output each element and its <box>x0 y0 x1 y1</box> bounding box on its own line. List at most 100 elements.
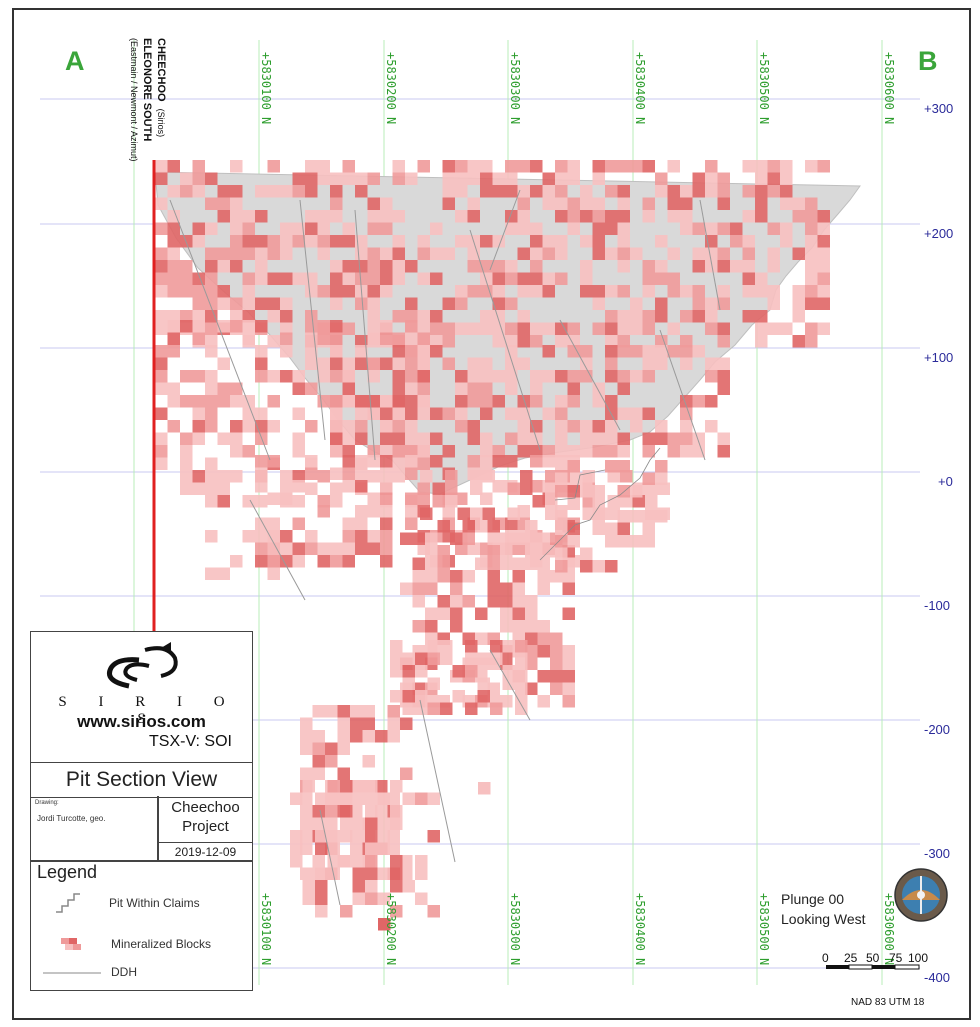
mineralized-block <box>392 395 405 408</box>
mineralized-block <box>242 407 255 420</box>
mineralized-block <box>330 407 343 420</box>
mineralized-block <box>592 485 605 498</box>
mineralized-block <box>617 197 630 210</box>
mineralized-block <box>525 557 538 570</box>
mineralized-block <box>317 160 330 173</box>
mineralized-block <box>230 185 243 198</box>
mineralized-block <box>280 530 293 543</box>
mineralized-block <box>655 420 668 433</box>
mineralized-block <box>605 357 618 370</box>
mineralized-block <box>400 717 413 730</box>
mineralized-block <box>330 332 343 345</box>
mineralized-block <box>390 640 403 653</box>
mineralized-block <box>242 285 255 298</box>
mineralized-block <box>192 297 205 310</box>
mineralized-block <box>455 395 468 408</box>
mineralized-block <box>392 420 405 433</box>
mineralized-block <box>717 247 730 260</box>
mineralized-block <box>517 407 530 420</box>
mineralized-block <box>330 197 343 210</box>
mineralized-block <box>542 185 555 198</box>
corner-label-a: A <box>65 46 85 76</box>
mineralized-block <box>482 470 495 483</box>
mineralized-block <box>655 172 668 185</box>
mineralized-block <box>242 310 255 323</box>
mineralized-block <box>500 545 513 558</box>
mineralized-block <box>420 507 433 520</box>
mineralized-block <box>692 285 705 298</box>
mineralized-block <box>205 272 218 285</box>
mineralized-block <box>617 535 630 548</box>
mineralized-block <box>442 185 455 198</box>
mineralized-block <box>205 297 218 310</box>
mineralized-block <box>367 505 380 518</box>
mineralized-block <box>550 682 563 695</box>
mineralized-block <box>378 918 391 931</box>
mineralized-block <box>380 320 393 333</box>
mineralized-block <box>742 185 755 198</box>
mineralized-block <box>550 657 563 670</box>
mineralized-block <box>567 210 580 223</box>
mineralized-block <box>655 335 668 348</box>
mineralized-block <box>267 310 280 323</box>
mineralized-block <box>242 222 255 235</box>
mineralized-block <box>305 235 318 248</box>
mineralized-block <box>717 432 730 445</box>
mineralized-block <box>367 272 380 285</box>
mineralized-block <box>342 160 355 173</box>
mineralized-block <box>505 322 518 335</box>
mineralized-block <box>530 370 543 383</box>
mineralized-block <box>342 260 355 273</box>
mineralized-block <box>155 322 168 335</box>
mineralized-block <box>642 357 655 370</box>
mineralized-block <box>327 780 340 793</box>
mineralized-block <box>205 197 218 210</box>
mineralized-block <box>440 702 453 715</box>
mineralized-block <box>530 222 543 235</box>
mineralized-block <box>392 260 405 273</box>
mineralized-block <box>442 357 455 370</box>
mineralized-block <box>817 260 830 273</box>
website-link[interactable]: www.sirios.com <box>77 712 206 731</box>
mineralized-block <box>180 320 193 333</box>
mineralized-block <box>705 310 718 323</box>
mineralized-block <box>537 620 550 633</box>
mineralized-block <box>755 210 768 223</box>
mineralized-block <box>482 507 495 520</box>
mineralized-block <box>430 432 443 445</box>
mineralized-block <box>192 320 205 333</box>
mineralized-block <box>392 357 405 370</box>
mineralized-block <box>205 222 218 235</box>
mineralized-block <box>402 792 415 805</box>
mineralized-block <box>417 272 430 285</box>
mineralized-block <box>480 160 493 173</box>
mineralized-block <box>280 322 293 335</box>
scale-bar: 0 25 50 75 100 <box>822 951 928 970</box>
mineralized-block <box>362 705 375 718</box>
mineralized-block <box>692 260 705 273</box>
mineralized-block <box>427 702 440 715</box>
mineralized-block <box>667 432 680 445</box>
mineralized-block <box>255 297 268 310</box>
mineralized-block <box>642 260 655 273</box>
mineralized-block <box>490 640 503 653</box>
mineralized-block <box>655 357 668 370</box>
mineralized-block <box>480 445 493 458</box>
mineralized-block <box>325 742 338 755</box>
northing-label: +5830400 N <box>633 893 647 965</box>
mineralized-block <box>592 172 605 185</box>
mineralized-block <box>680 285 693 298</box>
mineralized-block <box>325 705 338 718</box>
mineralized-block <box>805 235 818 248</box>
mineralized-block <box>292 445 305 458</box>
mineralized-block <box>642 285 655 298</box>
mineralized-block <box>717 260 730 273</box>
mineralized-block <box>592 420 605 433</box>
mineralized-block <box>340 817 353 830</box>
mineralized-block <box>292 407 305 420</box>
mineralized-block <box>355 432 368 445</box>
mineralized-block <box>705 160 718 173</box>
elevation-label: +0 <box>938 474 953 489</box>
mineralized-block <box>480 357 493 370</box>
mineralized-block <box>555 210 568 223</box>
